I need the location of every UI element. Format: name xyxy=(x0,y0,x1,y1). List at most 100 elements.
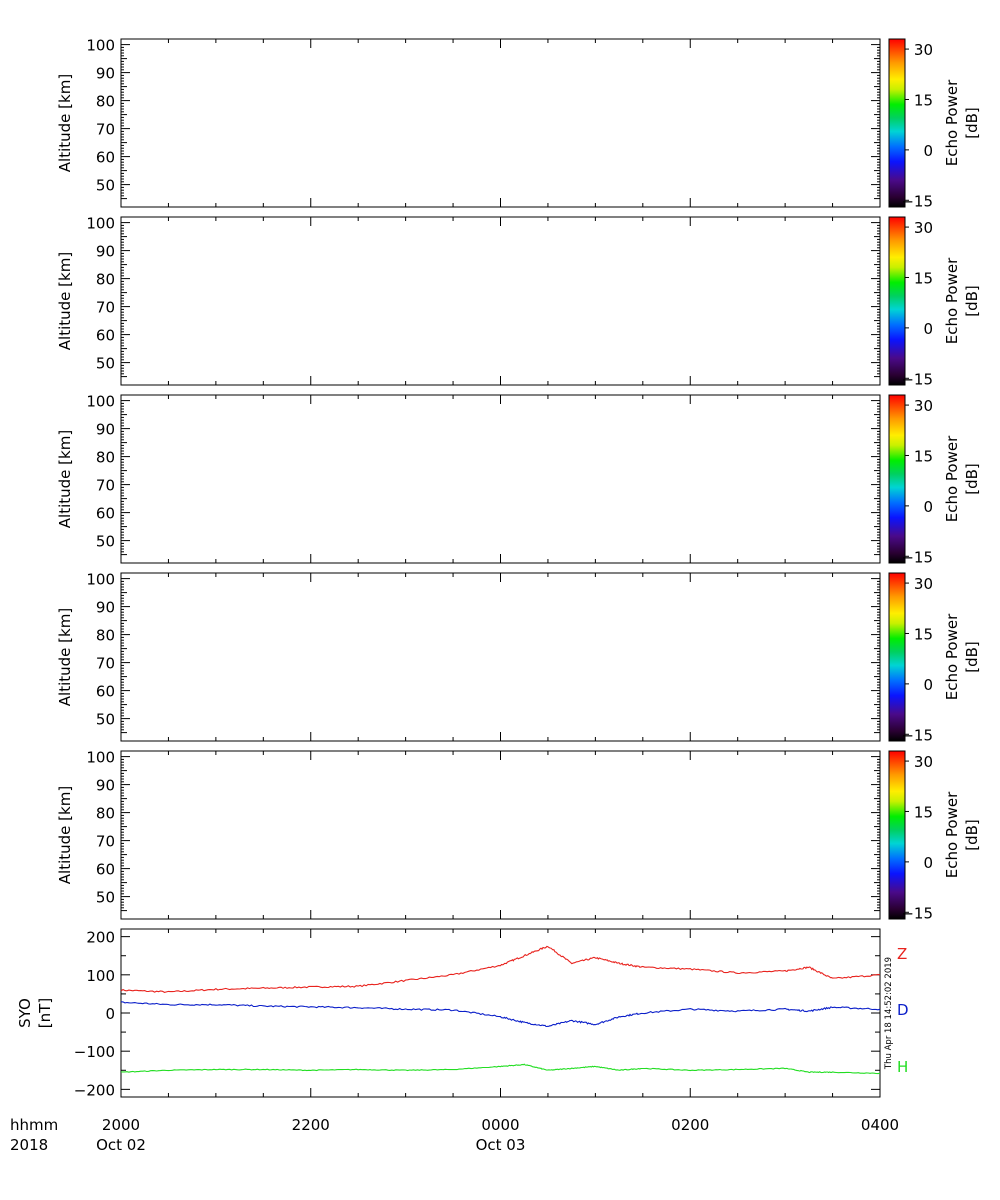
colorbar-tick-label: 15 xyxy=(914,269,933,287)
y-tick-label: 80 xyxy=(96,93,115,111)
echo-panel-5: 50 60 70 80 90 100 Altitude [km] 30 15 0 −15 Echo P… xyxy=(56,749,981,923)
echo-panel-1: 50 60 70 80 90 100 Altitude [km] 30 15 0 −15 Echo P… xyxy=(56,37,981,211)
plot-frame xyxy=(120,394,881,564)
y-tick-label: 100 xyxy=(86,393,115,411)
x-axis-row-label-year: 2018 xyxy=(10,1136,48,1154)
colorbar xyxy=(888,394,906,564)
y-tick-label: 100 xyxy=(86,215,115,233)
y-tick-label: 60 xyxy=(96,149,115,167)
colorbar xyxy=(888,750,906,920)
plot-frame xyxy=(120,750,881,920)
colorbar-tick-label: 0 xyxy=(923,854,933,872)
colorbar-label: Echo Power xyxy=(943,435,961,522)
series-line-D xyxy=(120,1001,881,1028)
y-axis-label: SYO xyxy=(16,998,34,1028)
y-tick-label: 50 xyxy=(96,889,115,907)
colorbar-tick-label: 30 xyxy=(914,219,933,237)
x-tick-label: 0200 xyxy=(671,1116,709,1134)
colorbar-tick-label: −15 xyxy=(901,726,933,744)
colorbar-tick-label: 15 xyxy=(914,625,933,643)
y-tick-label: 90 xyxy=(96,599,115,617)
x-tick-label: 2200 xyxy=(292,1116,330,1134)
colorbar-tick-label: −15 xyxy=(901,548,933,566)
colorbar-tick-label: −15 xyxy=(901,370,933,388)
colorbar-tick-label: 15 xyxy=(914,447,933,465)
series-line-Z xyxy=(120,945,881,993)
y-tick-label: 60 xyxy=(96,861,115,879)
x-tick-label: 2000 xyxy=(102,1116,140,1134)
legend-label-H: H xyxy=(897,1058,908,1076)
x-tick-date: Oct 03 xyxy=(476,1136,526,1154)
y-tick-label: −100 xyxy=(74,1043,115,1061)
y-axis-label: Altitude [km] xyxy=(56,608,74,706)
x-tick-date: Oct 02 xyxy=(96,1136,146,1154)
x-tick-label: 0400 xyxy=(861,1116,899,1134)
y-tick-label: 90 xyxy=(96,65,115,83)
colorbar-tick-label: −15 xyxy=(901,904,933,922)
y-tick-label: 200 xyxy=(86,929,115,947)
colorbar-label: Echo Power xyxy=(943,79,961,166)
y-tick-label: 100 xyxy=(86,967,115,985)
echo-panel-3: 50 60 70 80 90 100 Altitude [km] 30 15 0 −15 Echo P… xyxy=(56,393,981,567)
echo-panel-4: 50 60 70 80 90 100 Altitude [km] 30 15 0 −15 Echo P… xyxy=(56,571,981,745)
y-tick-label: 0 xyxy=(105,1005,115,1023)
y-tick-label: 70 xyxy=(96,655,115,673)
plot-frame xyxy=(120,928,881,1098)
legend-label-D: D xyxy=(897,1001,909,1019)
y-tick-label: 60 xyxy=(96,505,115,523)
colorbar-tick-label: 30 xyxy=(914,41,933,59)
colorbar-tick-label: 30 xyxy=(914,753,933,771)
series-line-H xyxy=(121,1063,881,1075)
y-tick-label: 100 xyxy=(86,37,115,55)
y-tick-label: 100 xyxy=(86,749,115,767)
y-tick-label: 80 xyxy=(96,627,115,645)
y-tick-label: 90 xyxy=(96,243,115,261)
y-tick-label: 90 xyxy=(96,421,115,439)
colorbar xyxy=(888,572,906,742)
y-tick-label: 70 xyxy=(96,121,115,139)
colorbar-label: Echo Power xyxy=(943,257,961,344)
y-tick-label: 50 xyxy=(96,711,115,729)
y-axis-unit: [nT] xyxy=(36,998,54,1028)
colorbar-unit: [dB] xyxy=(963,819,981,851)
y-tick-label: 70 xyxy=(96,477,115,495)
colorbar-tick-label: 0 xyxy=(923,320,933,338)
y-tick-label: 50 xyxy=(96,533,115,551)
colorbar-label: Echo Power xyxy=(943,791,961,878)
colorbar xyxy=(888,216,906,386)
plot-frame xyxy=(120,216,881,386)
colorbar-tick-label: 0 xyxy=(923,498,933,516)
legend-label-Z: Z xyxy=(897,945,907,963)
y-tick-label: 60 xyxy=(96,327,115,345)
y-axis-label: Altitude [km] xyxy=(56,430,74,528)
y-tick-label: 50 xyxy=(96,355,115,373)
x-axis: hhmm 2018 2000 Oct 02 2200 0000 Oct 03 0200 0400 xyxy=(10,1116,899,1154)
y-axis-label: Altitude [km] xyxy=(56,74,74,172)
y-tick-label: 60 xyxy=(96,683,115,701)
colorbar-label: Echo Power xyxy=(943,613,961,700)
y-axis-label: Altitude [km] xyxy=(56,786,74,884)
colorbar-tick-label: 30 xyxy=(914,575,933,593)
colorbar-unit: [dB] xyxy=(963,107,981,139)
colorbar xyxy=(888,38,906,208)
colorbar-tick-label: −15 xyxy=(901,192,933,210)
y-tick-label: 80 xyxy=(96,271,115,289)
y-tick-label: 80 xyxy=(96,805,115,823)
y-tick-label: −200 xyxy=(74,1081,115,1099)
plot-frame xyxy=(120,38,881,208)
colorbar-unit: [dB] xyxy=(963,463,981,495)
timestamp: Thu Apr 18 14:52:02 2019 xyxy=(884,957,894,1070)
colorbar-unit: [dB] xyxy=(963,285,981,317)
y-tick-label: 70 xyxy=(96,833,115,851)
colorbar-unit: [dB] xyxy=(963,641,981,673)
y-tick-label: 90 xyxy=(96,777,115,795)
x-axis-row-label-time: hhmm xyxy=(10,1116,58,1134)
colorbar-tick-label: 0 xyxy=(923,142,933,160)
y-tick-label: 70 xyxy=(96,299,115,317)
echo-panel-2: 50 60 70 80 90 100 Altitude [km] 30 15 0 −15 Echo P… xyxy=(56,215,981,389)
colorbar-tick-label: 30 xyxy=(914,397,933,415)
x-tick-label: 0000 xyxy=(481,1116,519,1134)
colorbar-tick-label: 0 xyxy=(923,676,933,694)
